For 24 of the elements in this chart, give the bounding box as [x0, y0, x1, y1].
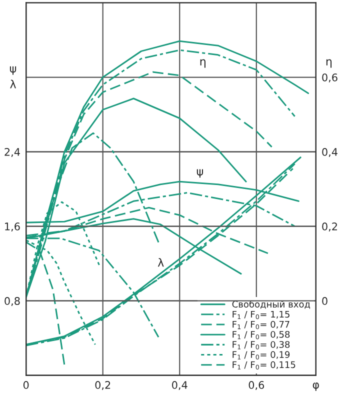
legend-label: Свободный вход — [232, 300, 310, 309]
legend-label: F$_{1}$ / F$_{0}$= 0,77 — [232, 320, 290, 330]
y2-tick-label: 0 — [322, 297, 328, 305]
y2-tick-label: 0,2 — [322, 222, 337, 232]
x-tick-label: 0,2 — [95, 381, 110, 390]
y-tick-label: 2,4 — [4, 148, 20, 157]
x-tick-label: 0 — [23, 381, 29, 389]
y2-tick-label: 0,6 — [322, 73, 338, 82]
y-tick-label: 0,8 — [4, 297, 20, 306]
y-axis-title: ψ λ — [10, 66, 16, 88]
legend-label: F$_{1}$ / F$_{0}$= 0,38 — [232, 341, 290, 350]
legend-label: F$_{1}$ / F$_{0}$= 1,15 — [232, 310, 290, 320]
x-tick-label: 0,4 — [172, 381, 188, 390]
y2-axis-title: η — [326, 59, 332, 68]
x-tick-label: 0,6 — [248, 381, 264, 390]
y2-tick-label: 0,4 — [322, 148, 338, 157]
legend-label: F$_{1}$ / F$_{0}$= 0,115 — [232, 361, 296, 370]
annotation: η — [200, 59, 206, 68]
legend-label: F$_{1}$ / F$_{0}$= 0,19 — [232, 351, 290, 360]
x-axis-title: φ — [312, 382, 319, 391]
legend-label: F$_{1}$ / F$_{0}$= 0,58 — [232, 330, 290, 340]
y-tick-label: 1,6 — [5, 222, 20, 232]
annotation: λ — [158, 258, 164, 267]
annotation: ψ — [196, 169, 203, 178]
